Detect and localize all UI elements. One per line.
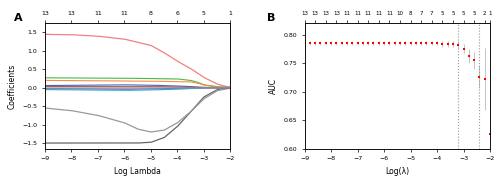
Y-axis label: AUC: AUC — [268, 78, 278, 94]
Text: A: A — [14, 13, 22, 23]
Text: B: B — [268, 13, 276, 23]
X-axis label: Log(λ): Log(λ) — [385, 167, 409, 176]
Y-axis label: Coefficients: Coefficients — [8, 63, 17, 108]
X-axis label: Log Lambda: Log Lambda — [114, 167, 161, 176]
